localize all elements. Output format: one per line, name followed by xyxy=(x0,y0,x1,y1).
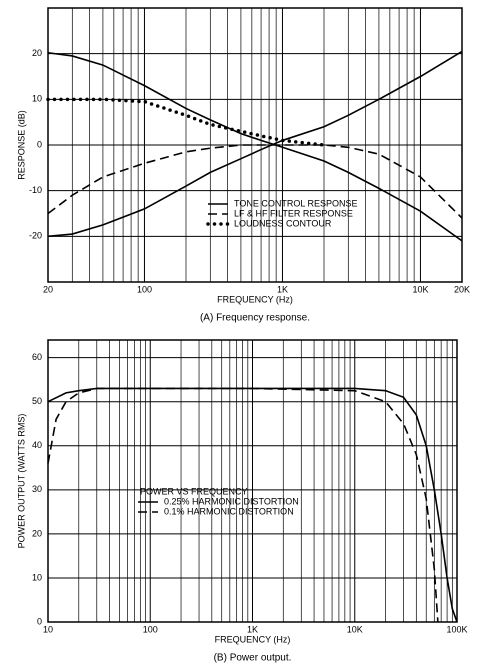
y-tick-label: 20 xyxy=(32,48,42,58)
legend-label: LF & HF FILTER RESPONSE xyxy=(234,208,353,218)
plot-frame xyxy=(47,339,458,623)
y-tick-label: 0 xyxy=(37,616,42,626)
y-tick-label: 10 xyxy=(32,94,42,104)
x-tick-label: 100 xyxy=(143,624,158,634)
y-tick-label: 50 xyxy=(32,396,42,406)
series-line xyxy=(46,97,326,147)
y-tick-label: 40 xyxy=(32,440,42,450)
series-line xyxy=(47,144,463,219)
x-tick-label: 100K xyxy=(446,624,467,634)
caption: (B) Power output. xyxy=(214,653,292,664)
y-tick-label: -20 xyxy=(29,231,42,241)
legend-label: 0.25% HARMONIC DISTORTION xyxy=(164,496,299,506)
x-tick-label: 1K xyxy=(247,624,258,634)
legend-label: TONE CONTROL RESPONSE xyxy=(234,198,358,208)
plot-frame xyxy=(47,7,463,283)
x-tick-label: 20 xyxy=(43,284,53,294)
y-tick-label: 60 xyxy=(32,352,42,362)
x-tick-label: 20K xyxy=(454,284,470,294)
series-line xyxy=(47,51,463,242)
y-tick-label: 10 xyxy=(32,572,42,582)
y-tick-label: 20 xyxy=(32,528,42,538)
x-axis-label: FREQUENCY (Hz) xyxy=(217,294,293,304)
y-tick-label: -10 xyxy=(29,185,42,195)
x-tick-label: 10K xyxy=(347,624,363,634)
y-axis-label: RESPONSE (dB) xyxy=(16,110,26,180)
y-tick-label: 0 xyxy=(37,139,42,149)
series-line xyxy=(47,50,463,238)
x-tick-label: 10 xyxy=(43,624,53,634)
y-tick-label: 30 xyxy=(32,484,42,494)
legend-label: LOUDNESS CONTOUR xyxy=(234,218,332,228)
x-axis-label: FREQUENCY (Hz) xyxy=(215,634,291,644)
x-tick-label: 1K xyxy=(277,284,288,294)
y-axis-label: POWER OUTPUT (WATTS RMS) xyxy=(16,414,26,549)
series-line xyxy=(47,387,458,623)
x-tick-label: 10K xyxy=(412,284,428,294)
legend-label: 0.1% HARMONIC DISTORTION xyxy=(164,506,294,516)
x-tick-label: 100 xyxy=(137,284,152,294)
caption: (A) Frequency response. xyxy=(200,313,310,324)
legend-title: POWER VS FREQUENCY xyxy=(140,486,248,496)
